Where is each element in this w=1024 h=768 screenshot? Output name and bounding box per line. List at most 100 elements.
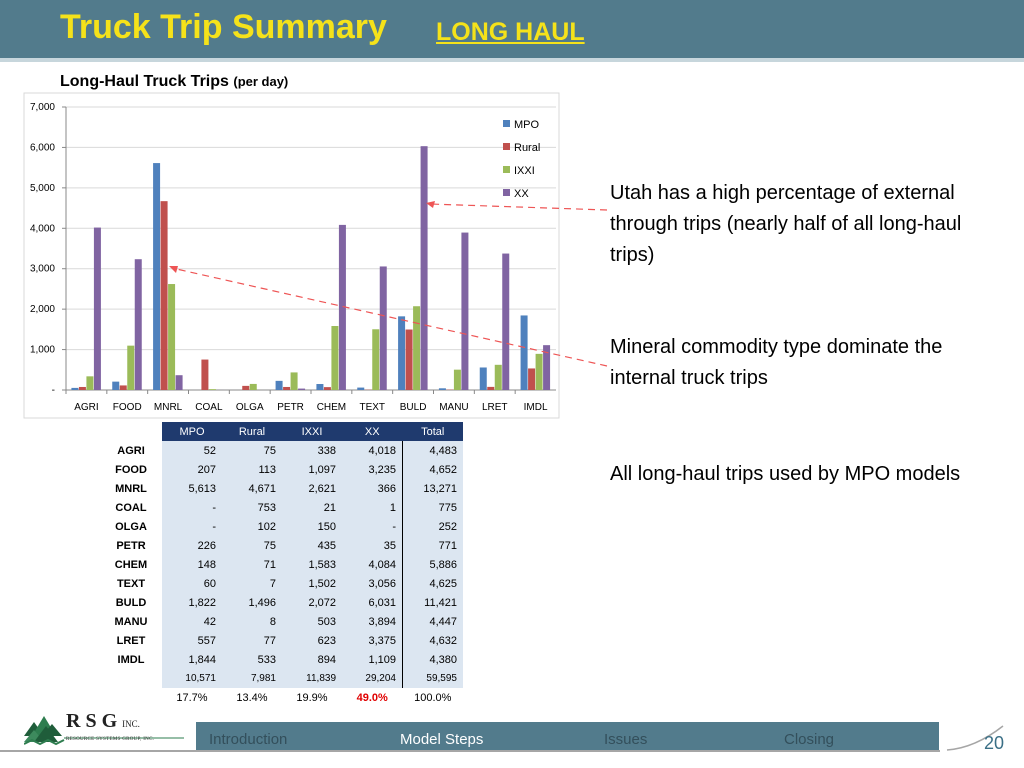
- bar-mpo-agri: [71, 387, 79, 390]
- table-cell: 2,621: [282, 479, 342, 498]
- bar-xx-buld: [420, 146, 428, 390]
- table-row: AGRI 52 75 338 4,018 4,483: [100, 441, 463, 460]
- table-cell: 8: [222, 612, 282, 631]
- table-corner: [100, 422, 162, 441]
- table-cell: 753: [222, 498, 282, 517]
- table-cell: 4,380: [402, 650, 463, 669]
- bar-ixxi-food: [127, 345, 135, 390]
- bar-xx-mnrl: [175, 375, 183, 390]
- total-cell: 29,204: [342, 669, 403, 688]
- bar-mpo-text: [357, 387, 365, 390]
- bar-xx-chem: [338, 224, 346, 390]
- table-cell: 150: [282, 517, 342, 536]
- bar-xx-agri: [93, 227, 101, 390]
- y-tick-label: 7,000: [30, 102, 55, 113]
- nav-introduction[interactable]: Introduction: [209, 731, 288, 748]
- x-tick-label: OLGA: [236, 402, 264, 413]
- bar-rural-olga: [242, 385, 250, 390]
- table-cell: 4,625: [402, 574, 463, 593]
- row-header: AGRI: [117, 444, 145, 457]
- page-corner-curve-icon: [946, 725, 1004, 751]
- bar-mpo-lret: [479, 367, 487, 390]
- nav-issues[interactable]: Issues: [604, 731, 648, 748]
- bar-mpo-imdl: [520, 315, 528, 390]
- table-cell: 1,109: [342, 650, 403, 669]
- table-cell: 1,496: [222, 593, 282, 612]
- table-cell: 113: [222, 460, 282, 479]
- page-number: 20: [984, 733, 1005, 753]
- logo-inc: INC.: [122, 719, 140, 729]
- total-cell: 7,981: [222, 669, 282, 688]
- table-row: FOOD 207 113 1,097 3,235 4,652: [100, 460, 463, 479]
- table-cell: -: [342, 517, 403, 536]
- table-cell: 435: [282, 536, 342, 555]
- y-tick-label: 2,000: [30, 304, 55, 315]
- table-cell: 533: [222, 650, 282, 669]
- logo-letters: R S G: [66, 710, 118, 732]
- table-cell: 13,271: [402, 479, 463, 498]
- bar-rural-petr: [283, 386, 291, 390]
- nav-closing[interactable]: Closing: [784, 731, 835, 748]
- x-tick-label: AGRI: [74, 402, 98, 413]
- y-tick-label: 3,000: [30, 264, 55, 275]
- bar-mpo-food: [112, 381, 120, 390]
- row-header: FOOD: [115, 463, 147, 476]
- bar-xx-petr: [298, 388, 306, 390]
- table-cell: 6,031: [342, 593, 403, 612]
- x-tick-label: IMDL: [524, 402, 548, 413]
- table-row: MANU 42 8 503 3,894 4,447: [100, 612, 463, 631]
- slide-title: Truck Trip Summary: [60, 8, 387, 46]
- row-header: MANU: [114, 615, 148, 628]
- column-header: Rural: [222, 422, 282, 441]
- table-cell: 1,583: [282, 555, 342, 574]
- table-cell: 4,632: [402, 631, 463, 650]
- percent-spacer: [100, 688, 162, 707]
- chart-heading-unit: (per day): [233, 74, 289, 89]
- table-cell: 4,018: [342, 441, 403, 460]
- total-cell: 10,571: [162, 669, 222, 688]
- table-row: COAL -753 21 1 775: [100, 498, 463, 517]
- table-cell: 77: [222, 631, 282, 650]
- table-cell: 4,671: [222, 479, 282, 498]
- table-cell: 775: [402, 498, 463, 517]
- table-cell: 21: [282, 498, 342, 517]
- chart-heading-main: Long-Haul Truck Trips: [60, 73, 229, 90]
- footer-rule: [0, 750, 940, 752]
- logo-wordmark: R S G INC.: [66, 710, 140, 733]
- legend-swatch: [503, 166, 510, 173]
- bar-mpo-manu: [438, 388, 446, 390]
- row-header: CHEM: [114, 558, 148, 571]
- table-cell: 252: [402, 517, 463, 536]
- table-cell: 4,447: [402, 612, 463, 631]
- bar-ixxi-imdl: [535, 353, 543, 390]
- nav-model-steps[interactable]: Model Steps: [400, 731, 484, 748]
- table-cell: 42: [162, 612, 222, 631]
- table-row: PETR 226 75 435 35 771: [100, 536, 463, 555]
- percent-cell: 100.0%: [414, 691, 452, 704]
- total-cell: 59,595: [402, 669, 463, 688]
- bar-mpo-petr: [275, 380, 283, 390]
- y-tick-label: 5,000: [30, 183, 55, 194]
- arrow-head-icon: [169, 266, 178, 273]
- bar-xx-manu: [461, 232, 469, 390]
- table-cell: 771: [402, 536, 463, 555]
- y-tick-label: 4,000: [30, 223, 55, 234]
- table-cell: 226: [162, 536, 222, 555]
- table-cell: 52: [162, 441, 222, 460]
- bar-mpo-buld: [398, 316, 406, 390]
- bar-xx-text: [379, 266, 387, 390]
- table-row: MNRL 5,613 4,671 2,621 366 13,271: [100, 479, 463, 498]
- bar-ixxi-mnrl: [168, 284, 176, 390]
- table-cell: 1: [342, 498, 403, 517]
- y-tick-label: 6,000: [30, 142, 55, 153]
- chart-heading: Long-Haul Truck Trips (per day): [60, 73, 288, 91]
- table-cell: 75: [222, 441, 282, 460]
- table-cell: 1,097: [282, 460, 342, 479]
- bar-rural-chem: [323, 387, 331, 390]
- column-header: MPO: [162, 422, 222, 441]
- bar-mpo-chem: [316, 384, 324, 390]
- table-cell: -: [162, 498, 222, 517]
- legend-swatch: [503, 143, 510, 150]
- percent-cell: 13.4%: [236, 691, 268, 704]
- table-cell: 11,421: [402, 593, 463, 612]
